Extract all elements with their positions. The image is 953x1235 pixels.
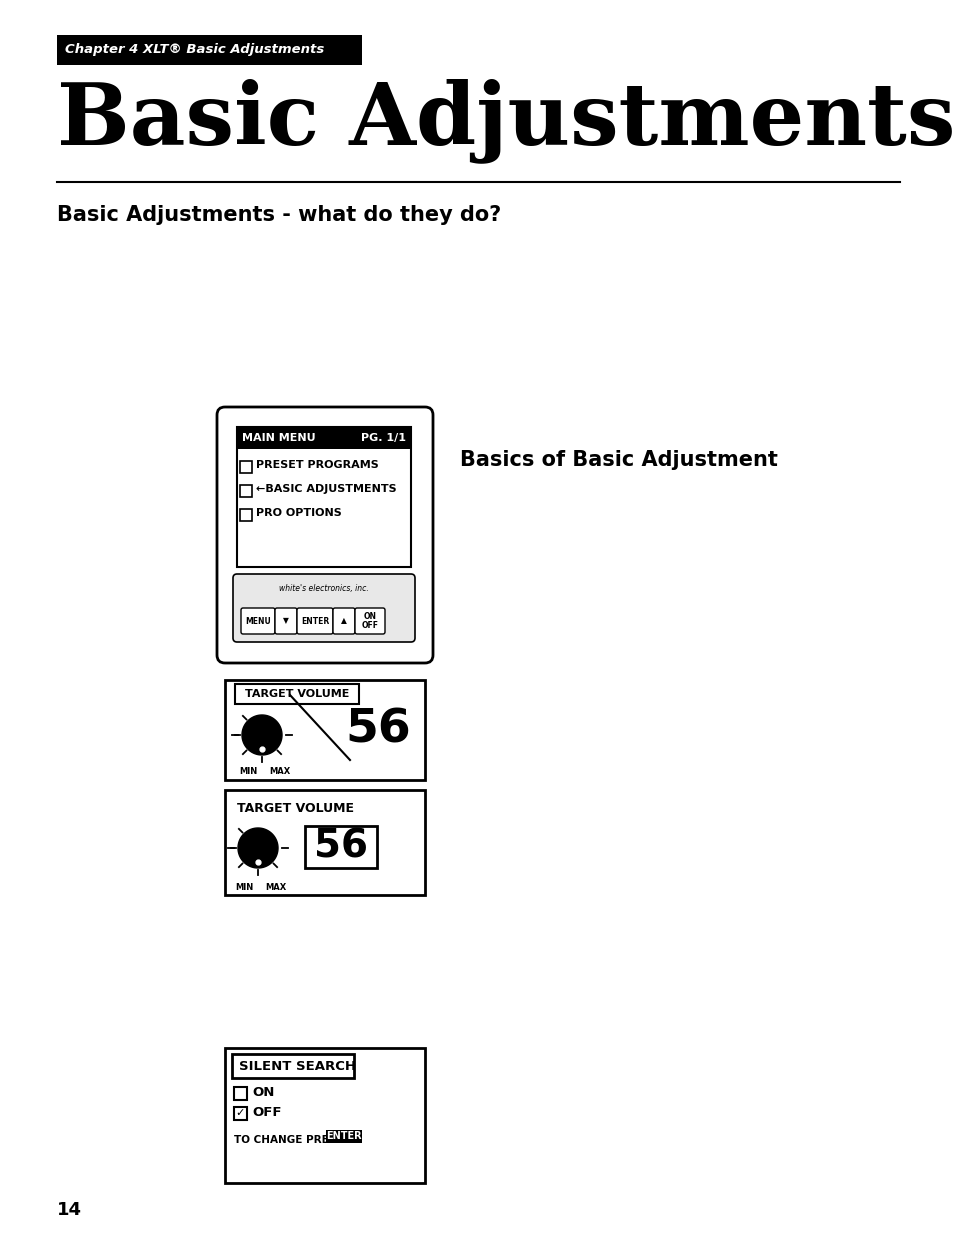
Bar (225, 790, 424, 895)
Bar (240, 461, 252, 473)
Text: MAIN MENU: MAIN MENU (242, 433, 315, 443)
Text: ON: ON (252, 1087, 274, 1099)
Text: 56: 56 (314, 827, 368, 866)
Text: white's electronics, inc.: white's electronics, inc. (279, 583, 369, 593)
Polygon shape (242, 715, 282, 755)
Text: MIN: MIN (238, 767, 257, 777)
Text: TARGET VOLUME: TARGET VOLUME (236, 802, 354, 815)
Text: Basic Adjustments: Basic Adjustments (57, 78, 953, 163)
Text: Chapter 4 XLT® Basic Adjustments: Chapter 4 XLT® Basic Adjustments (65, 43, 324, 57)
Text: ENTER: ENTER (326, 1131, 361, 1141)
FancyBboxPatch shape (216, 408, 433, 663)
Text: Basics of Basic Adjustment: Basics of Basic Adjustment (459, 450, 777, 471)
Text: TARGET VOLUME: TARGET VOLUME (245, 689, 349, 699)
Bar (233, 1107, 247, 1120)
FancyBboxPatch shape (296, 608, 333, 634)
Text: MIN: MIN (234, 883, 253, 892)
Polygon shape (237, 827, 277, 868)
Text: PG. 1/1: PG. 1/1 (360, 433, 406, 443)
Text: MAX: MAX (269, 767, 291, 777)
Text: ←BASIC ADJUSTMENTS: ←BASIC ADJUSTMENTS (255, 484, 396, 494)
Text: TO CHANGE PRESS: TO CHANGE PRESS (233, 1135, 343, 1145)
Bar (57, 35, 361, 65)
Text: Basic Adjustments - what do they do?: Basic Adjustments - what do they do? (57, 205, 500, 225)
Text: OFF: OFF (252, 1107, 281, 1119)
FancyBboxPatch shape (355, 608, 385, 634)
FancyBboxPatch shape (241, 608, 274, 634)
Text: ENTER: ENTER (300, 616, 329, 625)
FancyBboxPatch shape (333, 608, 355, 634)
Text: MENU: MENU (245, 616, 271, 625)
Bar (225, 680, 424, 781)
FancyBboxPatch shape (232, 1053, 354, 1078)
Bar (236, 427, 411, 450)
Bar (225, 1049, 424, 1183)
Bar (240, 509, 252, 521)
FancyBboxPatch shape (236, 427, 411, 567)
Text: ON
OFF: ON OFF (361, 613, 378, 630)
Bar (240, 485, 252, 496)
Bar (326, 1130, 361, 1144)
FancyBboxPatch shape (274, 608, 296, 634)
Bar (305, 826, 376, 868)
Text: PRESET PROGRAMS: PRESET PROGRAMS (255, 459, 378, 471)
Text: ▼: ▼ (283, 616, 289, 625)
FancyBboxPatch shape (233, 574, 415, 642)
Text: ✓: ✓ (234, 1108, 244, 1118)
Text: PRO OPTIONS: PRO OPTIONS (255, 508, 341, 517)
Text: 56: 56 (345, 708, 411, 752)
Text: SILENT SEARCH: SILENT SEARCH (239, 1060, 355, 1072)
Text: MAX: MAX (265, 883, 286, 892)
Text: 14: 14 (57, 1200, 82, 1219)
Bar (233, 1087, 247, 1100)
Text: ▲: ▲ (341, 616, 347, 625)
FancyBboxPatch shape (234, 684, 358, 704)
